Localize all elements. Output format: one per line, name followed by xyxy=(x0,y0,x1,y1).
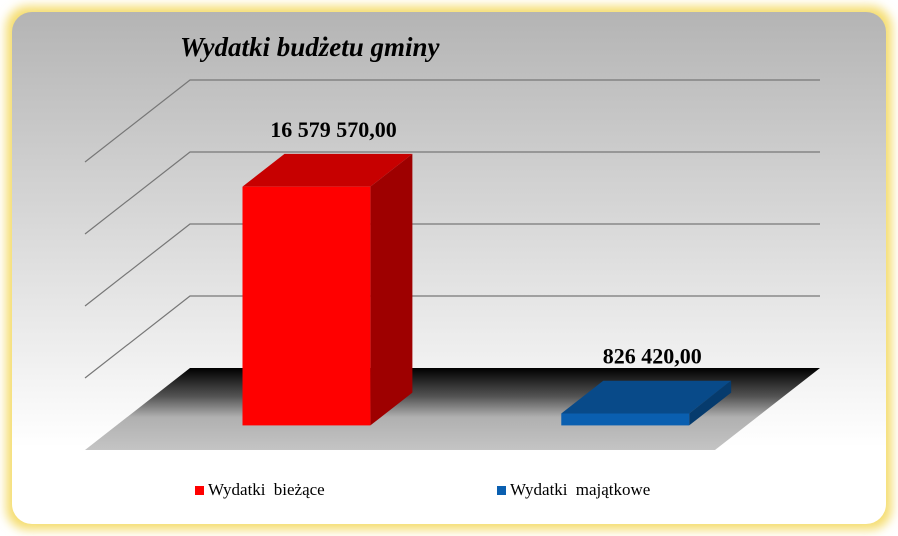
bar-top xyxy=(561,380,732,414)
bar xyxy=(561,413,690,426)
grid-line xyxy=(84,223,820,307)
legend-swatch xyxy=(195,486,204,495)
legend-label: Wydatki bieżące xyxy=(208,480,325,499)
data-label: 16 579 570,00 xyxy=(270,117,397,142)
data-label: 826 420,00 xyxy=(603,344,702,369)
chart-title: Wydatki budżetu gminy xyxy=(180,32,441,62)
grid-line xyxy=(84,295,820,379)
bar-top xyxy=(242,153,413,187)
grid-line xyxy=(84,79,820,163)
legend-swatch xyxy=(497,486,506,495)
bar xyxy=(242,186,371,426)
bar-side xyxy=(689,380,732,426)
grid-line xyxy=(84,151,820,235)
legend-label: Wydatki majątkowe xyxy=(510,480,650,499)
bar-side xyxy=(370,153,413,426)
